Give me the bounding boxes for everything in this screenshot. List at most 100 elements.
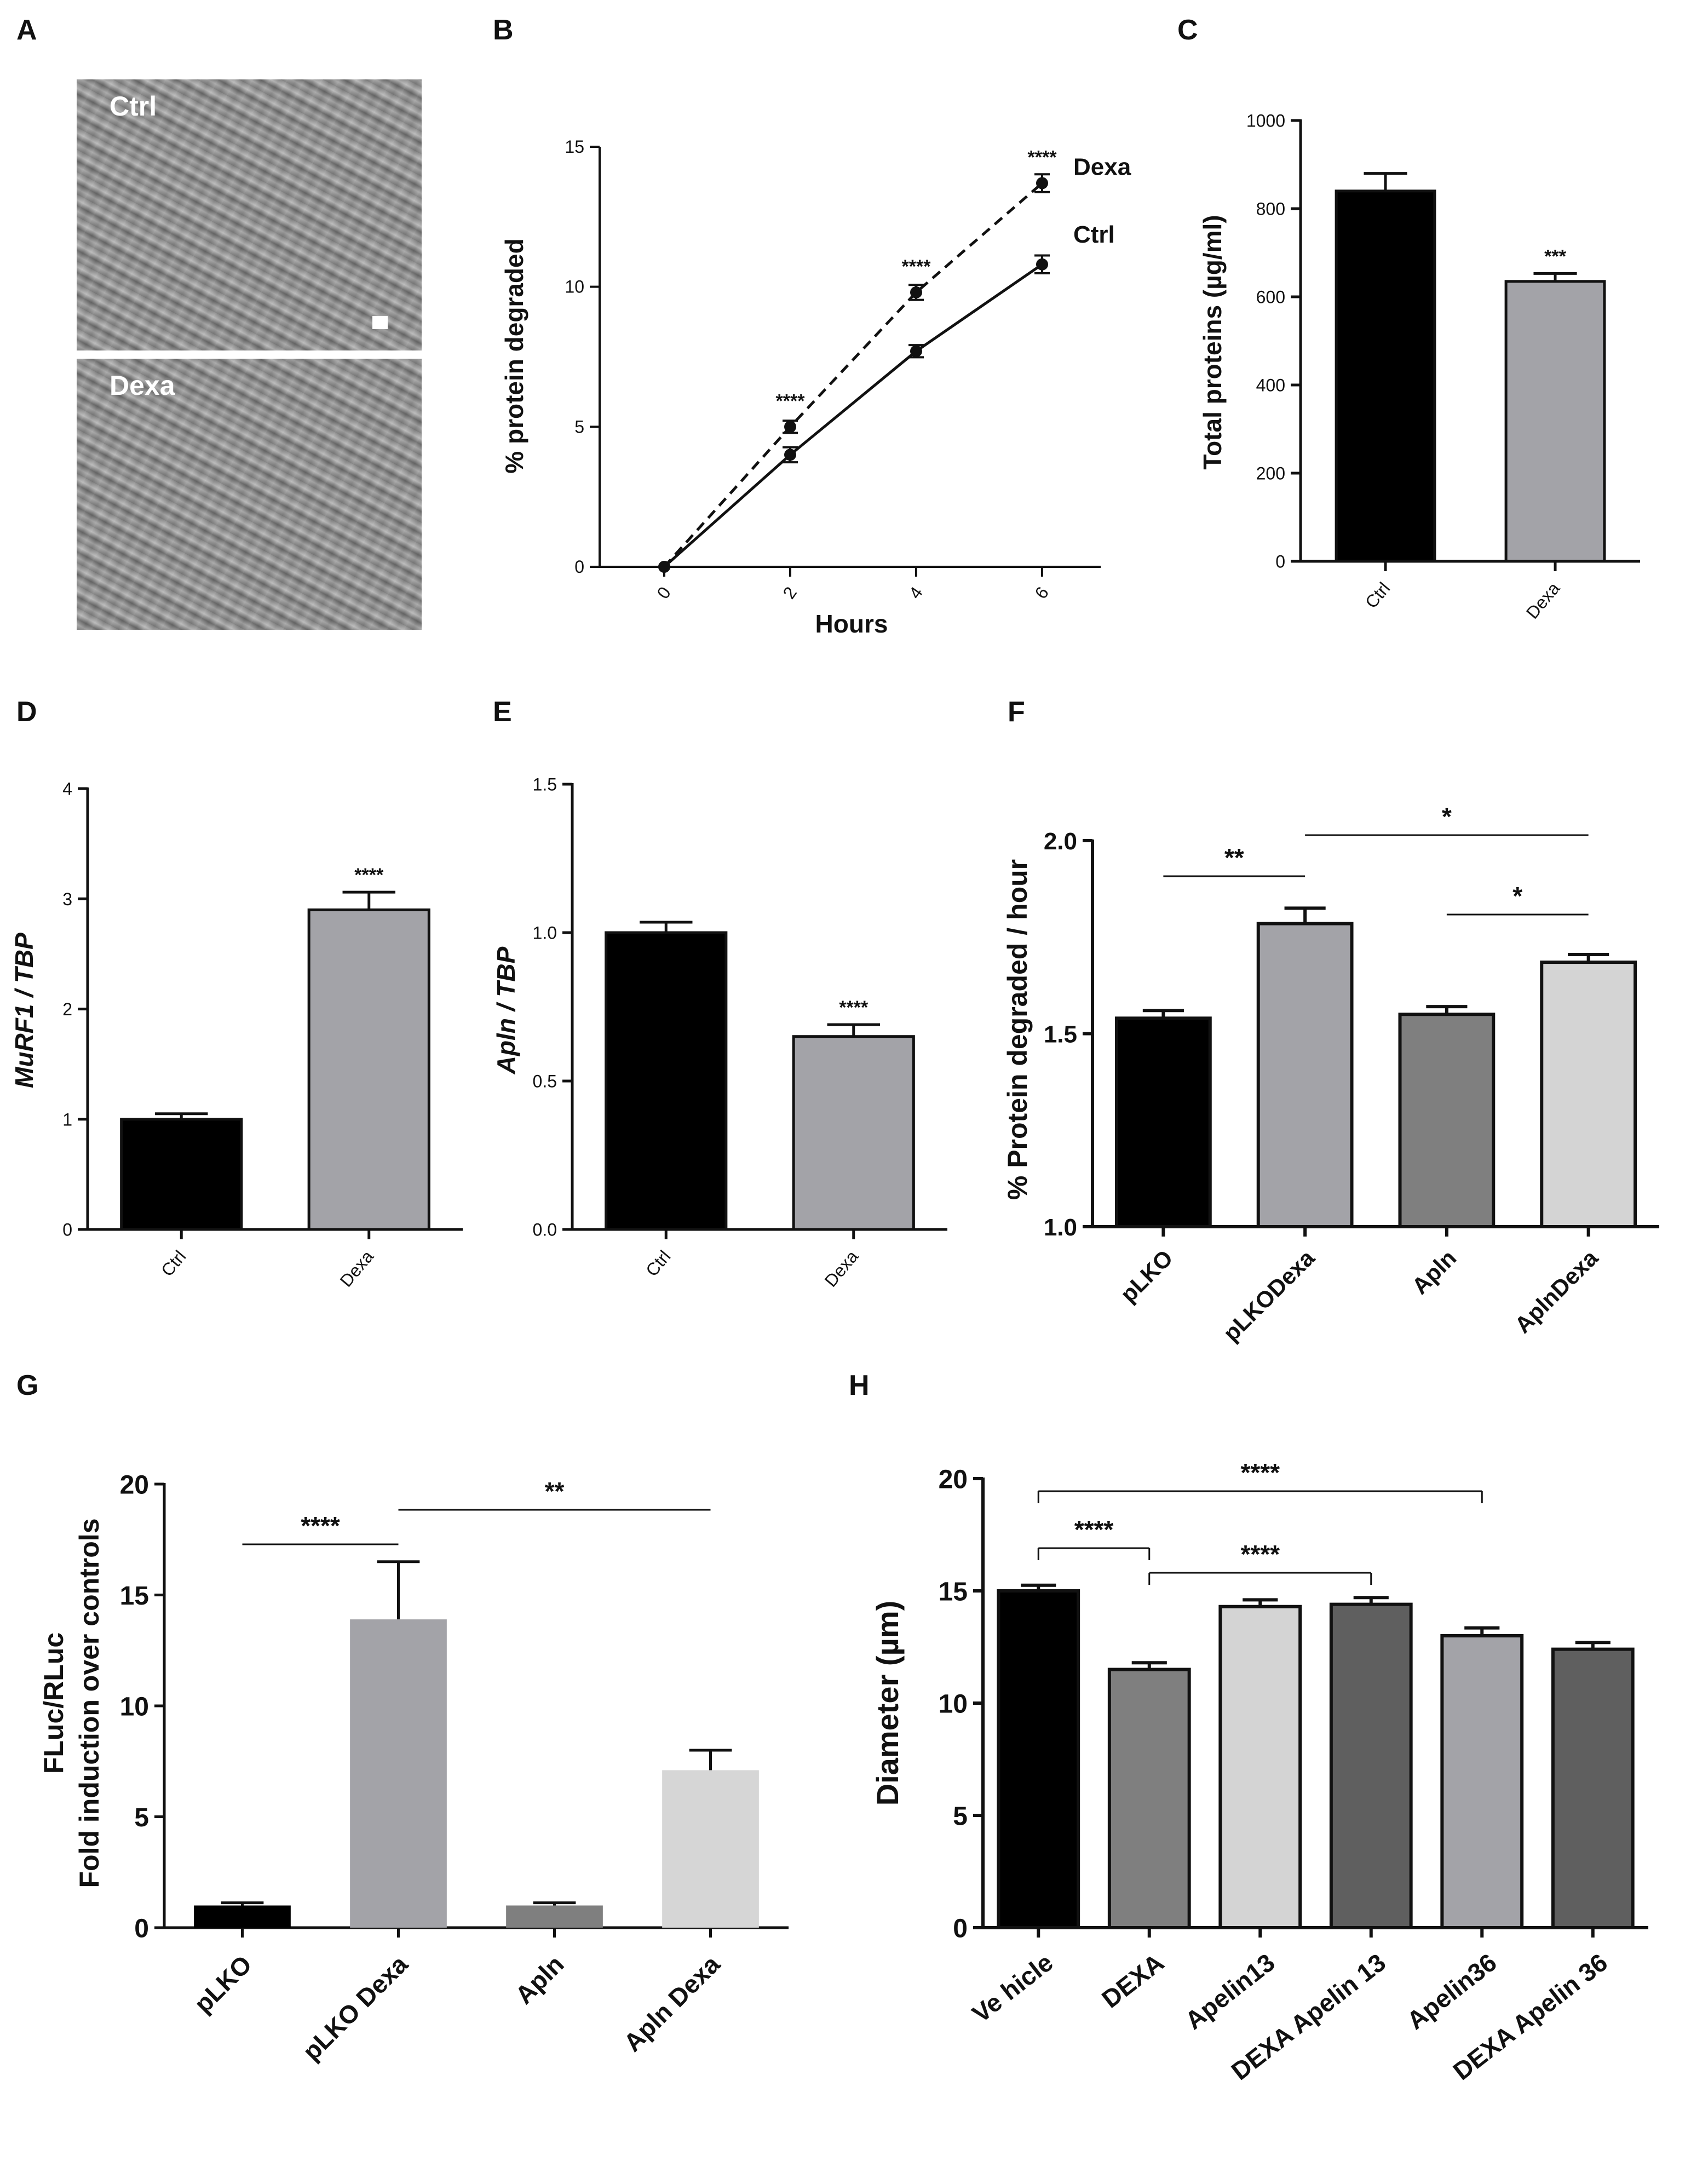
chart-c-category-label: Ctrl	[1361, 578, 1394, 612]
chart-f-category-label: pLKODexa	[1218, 1245, 1320, 1347]
significance-label: ****	[776, 390, 806, 411]
chart-d-category-label: Dexa	[336, 1246, 378, 1291]
panel-letter-h: H	[849, 1370, 870, 1401]
panel-letter-a: A	[16, 14, 37, 46]
chart-c-y-tick-label: 800	[1256, 199, 1285, 219]
chart-g-category-label: Apln	[510, 1950, 570, 2009]
chart-d-y-tick-label: 0	[62, 1220, 72, 1240]
chart-g-bar-2	[506, 1905, 603, 1928]
chart-h-bracket-label: ****	[1240, 1458, 1280, 1487]
chart-c-y-tick-label: 200	[1256, 464, 1285, 484]
micrograph-texture	[77, 79, 422, 350]
chart-e-y-tick-label: 1.0	[533, 923, 557, 943]
chart-h-bar-5	[1551, 1647, 1635, 1930]
significance-label: ****	[1028, 147, 1057, 168]
data-point-dexa	[910, 286, 922, 298]
x-tick-label: 0	[653, 583, 675, 602]
chart-d-y-axis-title: MuRF1 / TBP	[10, 933, 38, 1088]
chart-f-y-tick-label: 1.5	[1044, 1021, 1077, 1048]
chart-f-category-label: pLKO	[1115, 1245, 1178, 1307]
chart-f-bracket-label: **	[1224, 843, 1244, 872]
scale-bar	[372, 316, 388, 329]
chart-h-bracket-label: ****	[1074, 1515, 1114, 1544]
chart-h-category-label: Apelin36	[1401, 1948, 1502, 2035]
chart-f-bar-2	[1398, 1013, 1496, 1228]
chart-h-bar-0	[997, 1589, 1080, 1929]
chart-f-y-tick-label: 2.0	[1044, 828, 1077, 855]
chart-h-y-tick-label: 15	[939, 1577, 968, 1606]
series-label-ctrl: Ctrl	[1073, 221, 1115, 248]
panel-letter-e: E	[493, 696, 512, 728]
x-tick-label: 6	[1031, 583, 1053, 602]
chart-d-bar-0	[120, 1118, 243, 1231]
chart-e-y-axis-title: Apln / TBP	[492, 946, 520, 1074]
chart-h-y-tick-label: 10	[939, 1689, 968, 1718]
chart-c-y-axis-title: Total proteins (µg/ml)	[1198, 215, 1227, 469]
chart-h-y-tick-label: 20	[939, 1465, 968, 1494]
chart-c-y-tick-label: 1000	[1246, 111, 1285, 131]
y-axis-title: % protein degraded	[500, 238, 528, 473]
significance-label: ****	[902, 256, 931, 277]
data-point-ctrl	[1036, 258, 1048, 271]
series-line-ctrl	[663, 263, 1043, 568]
y-tick-label: 10	[565, 277, 584, 297]
chart-h-y-tick-label: 5	[953, 1802, 968, 1831]
chart-f-bar-1	[1256, 922, 1354, 1228]
y-tick-label: 0	[574, 557, 584, 577]
chart-g-y-tick-label: 0	[134, 1914, 149, 1943]
chart-d-y-tick-label: 3	[62, 889, 72, 909]
chart-g-bar-3	[662, 1770, 759, 1928]
series-label-dexa: Dexa	[1073, 153, 1131, 180]
data-point-ctrl	[910, 345, 922, 358]
micrograph-dexa-label: Dexa	[110, 370, 175, 401]
micrograph-ctrl-label: Ctrl	[110, 91, 157, 122]
chart-e-significance: ****	[839, 997, 869, 1018]
chart-g-y-tick-label: 5	[134, 1803, 149, 1832]
chart-e-category-label: Dexa	[821, 1246, 862, 1291]
chart-e-bar-0	[605, 931, 728, 1231]
chart-g-category-label: pLKO Dexa	[297, 1950, 413, 2066]
x-tick-label: 2	[779, 583, 801, 602]
data-point-ctrl	[784, 449, 796, 461]
micrograph-texture	[77, 359, 422, 630]
chart-c-bar-0	[1335, 189, 1436, 563]
chart-h-bar-3	[1329, 1602, 1413, 1930]
panel-letter-b: B	[493, 14, 514, 46]
chart-g-bar-1	[350, 1619, 447, 1928]
chart-f-bar-3	[1540, 961, 1637, 1228]
chart-d-significance: ****	[354, 865, 384, 886]
chart-c-y-tick-label: 600	[1256, 288, 1285, 307]
chart-h-category-label: Ve hicle	[967, 1948, 1058, 2028]
chart-f-bracket-label: *	[1442, 802, 1452, 831]
chart-g-y-tick-label: 15	[120, 1582, 149, 1611]
x-tick-label: 4	[905, 583, 927, 602]
series-line-dexa	[663, 182, 1043, 568]
x-axis-title: Hours	[815, 610, 888, 638]
chart-h-bar-2	[1218, 1605, 1302, 1929]
chart-h-y-axis-title: Diameter (µm)	[870, 1601, 905, 1806]
y-tick-label: 5	[574, 417, 584, 436]
chart-c-category-label: Dexa	[1522, 578, 1564, 623]
chart-c-bar-1	[1504, 280, 1606, 563]
chart-f-y-tick-label: 1.0	[1044, 1214, 1077, 1241]
data-point-dexa	[784, 421, 796, 433]
chart-e-category-label: Ctrl	[642, 1246, 675, 1280]
chart-d-y-tick-label: 1	[62, 1110, 72, 1129]
chart-g-y-axis-title: FLuc/RLuc	[38, 1632, 69, 1774]
chart-h-bar-4	[1440, 1634, 1524, 1929]
chart-d-bar-1	[307, 908, 430, 1231]
chart-h-y-tick-label: 0	[953, 1914, 968, 1943]
chart-g-y-axis-title: Fold induction over controls	[74, 1519, 105, 1888]
chart-f-y-axis-title: % Protein degraded / hour	[1002, 859, 1033, 1200]
chart-e-bar-1	[792, 1035, 915, 1231]
chart-f-category-label: AplnDexa	[1510, 1245, 1603, 1338]
chart-f-bar-0	[1114, 1016, 1212, 1229]
chart-f-category-label: Apln	[1407, 1245, 1461, 1299]
chart-h-bar-1	[1107, 1668, 1191, 1929]
data-point-ctrl	[658, 561, 670, 573]
chart-d-category-label: Ctrl	[157, 1246, 190, 1280]
panel-letter-c: C	[1177, 14, 1198, 46]
chart-c-significance: ***	[1544, 246, 1566, 267]
chart-g-bar-0	[194, 1905, 291, 1928]
